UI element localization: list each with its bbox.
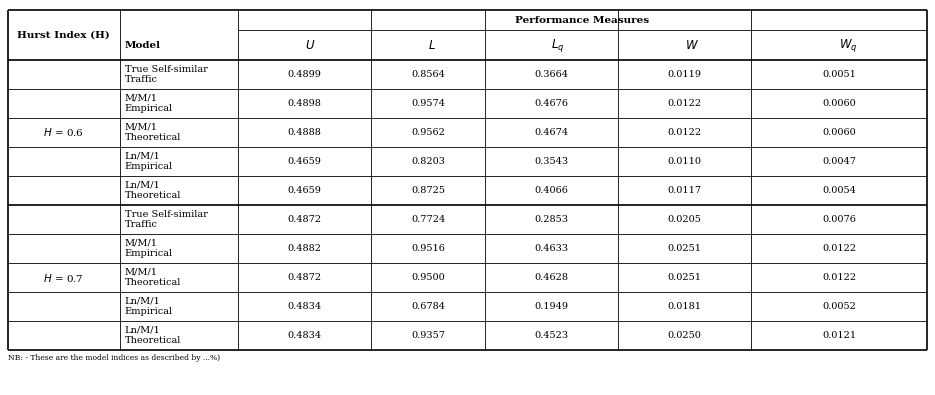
Text: 0.8725: 0.8725 — [411, 186, 445, 195]
Text: 0.9516: 0.9516 — [411, 244, 445, 253]
Text: NB: - These are the model indices as described by ...%): NB: - These are the model indices as des… — [8, 354, 220, 362]
Text: 0.9357: 0.9357 — [411, 331, 445, 340]
Text: 0.2853: 0.2853 — [535, 215, 568, 224]
Text: 0.0250: 0.0250 — [668, 331, 701, 340]
Text: 0.8564: 0.8564 — [411, 70, 445, 79]
Text: 0.1949: 0.1949 — [535, 302, 568, 311]
Text: 0.0122: 0.0122 — [668, 128, 702, 137]
Text: 0.9562: 0.9562 — [411, 128, 445, 137]
Text: 0.0251: 0.0251 — [668, 273, 701, 282]
Text: 0.4834: 0.4834 — [288, 302, 322, 311]
Text: 0.4898: 0.4898 — [288, 99, 322, 108]
Text: 0.8203: 0.8203 — [411, 157, 445, 166]
Text: 0.0119: 0.0119 — [668, 70, 701, 79]
Text: $\mathit{H}$ = 0.6: $\mathit{H}$ = 0.6 — [43, 126, 84, 139]
Text: M/M/1
Theoretical: M/M/1 Theoretical — [124, 268, 180, 287]
Text: 0.7724: 0.7724 — [410, 215, 445, 224]
Text: 0.0122: 0.0122 — [822, 273, 856, 282]
Text: 0.4899: 0.4899 — [288, 70, 322, 79]
Text: 0.4872: 0.4872 — [288, 215, 322, 224]
Text: $\mathit{W}$: $\mathit{W}$ — [684, 38, 698, 51]
Text: 0.6784: 0.6784 — [411, 302, 445, 311]
Text: 0.0251: 0.0251 — [668, 244, 701, 253]
Text: 0.4872: 0.4872 — [288, 273, 322, 282]
Text: True Self-similar
Traffic: True Self-similar Traffic — [124, 65, 208, 84]
Text: 0.4888: 0.4888 — [288, 128, 322, 137]
Text: 0.0054: 0.0054 — [822, 186, 856, 195]
Text: $\mathit{H}$ = 0.7: $\mathit{H}$ = 0.7 — [43, 271, 84, 284]
Text: 0.0076: 0.0076 — [822, 215, 856, 224]
Text: Hurst Index (H): Hurst Index (H) — [18, 30, 110, 40]
Text: 0.4633: 0.4633 — [534, 244, 568, 253]
Text: 0.0181: 0.0181 — [668, 302, 701, 311]
Text: 0.4882: 0.4882 — [288, 244, 322, 253]
Text: 0.0051: 0.0051 — [822, 70, 856, 79]
Text: 0.3664: 0.3664 — [535, 70, 568, 79]
Text: M/M/1
Empirical: M/M/1 Empirical — [124, 239, 173, 258]
Text: 0.4523: 0.4523 — [534, 331, 568, 340]
Text: 0.4676: 0.4676 — [535, 99, 568, 108]
Text: 0.4674: 0.4674 — [534, 128, 568, 137]
Text: M/M/1
Theoretical: M/M/1 Theoretical — [124, 123, 180, 142]
Text: 0.0060: 0.0060 — [822, 99, 856, 108]
Text: Ln/M/1
Theoretical: Ln/M/1 Theoretical — [124, 181, 180, 200]
Text: 0.9574: 0.9574 — [411, 99, 445, 108]
Text: 0.4834: 0.4834 — [288, 331, 322, 340]
Text: 0.0110: 0.0110 — [668, 157, 701, 166]
Text: True Self-similar
Traffic: True Self-similar Traffic — [124, 210, 208, 229]
Text: Ln/M/1
Empirical: Ln/M/1 Empirical — [124, 297, 173, 316]
Text: Model: Model — [124, 41, 161, 49]
Text: Ln/M/1
Theoretical: Ln/M/1 Theoretical — [124, 326, 180, 345]
Text: 0.0060: 0.0060 — [822, 128, 856, 137]
Text: Ln/M/1
Empirical: Ln/M/1 Empirical — [124, 152, 173, 171]
Text: 0.4066: 0.4066 — [535, 186, 568, 195]
Text: 0.9500: 0.9500 — [411, 273, 445, 282]
Text: 0.0205: 0.0205 — [668, 215, 701, 224]
Text: 0.0052: 0.0052 — [822, 302, 856, 311]
Text: 0.0121: 0.0121 — [822, 331, 856, 340]
Text: 0.0117: 0.0117 — [668, 186, 702, 195]
Text: 0.4659: 0.4659 — [288, 186, 322, 195]
Text: 0.4628: 0.4628 — [535, 273, 568, 282]
Text: M/M/1
Empirical: M/M/1 Empirical — [124, 94, 173, 113]
Text: 0.3543: 0.3543 — [534, 157, 568, 166]
Text: 0.0122: 0.0122 — [668, 99, 702, 108]
Text: $\mathit{L}_{q}$: $\mathit{L}_{q}$ — [552, 36, 565, 53]
Text: 0.4659: 0.4659 — [288, 157, 322, 166]
Text: $\mathit{L}$: $\mathit{L}$ — [428, 38, 436, 51]
Text: 0.0047: 0.0047 — [822, 157, 856, 166]
Text: 0.0122: 0.0122 — [822, 244, 856, 253]
Text: $\mathit{W}_{q}$: $\mathit{W}_{q}$ — [839, 36, 857, 53]
Text: $\mathit{U}$: $\mathit{U}$ — [305, 38, 315, 51]
Text: Performance Measures: Performance Measures — [515, 15, 650, 24]
